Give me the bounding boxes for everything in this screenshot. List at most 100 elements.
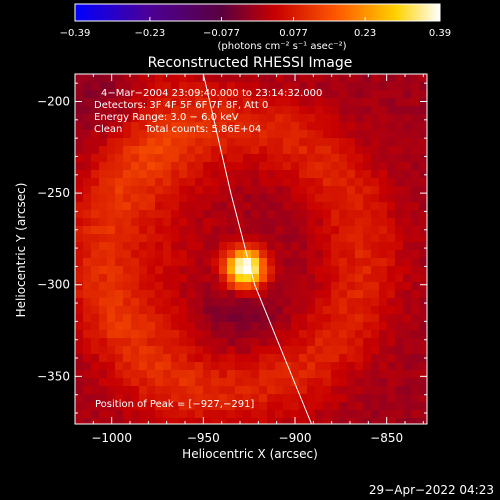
heatmap-cell (115, 218, 123, 226)
heatmap-cell (387, 162, 395, 170)
heatmap-cell (307, 226, 315, 234)
heatmap-cell (339, 258, 347, 266)
heatmap-cell (75, 82, 83, 90)
heatmap-cell (171, 154, 179, 162)
heatmap-cell (307, 362, 315, 370)
heatmap-cell (315, 194, 323, 202)
heatmap-cell (339, 98, 347, 106)
heatmap-cell (123, 410, 131, 418)
heatmap-cell (83, 162, 91, 170)
heatmap-cell (179, 282, 187, 290)
heatmap-cell (387, 394, 395, 402)
heatmap-cell (339, 186, 347, 194)
heatmap-cell (235, 98, 243, 106)
heatmap-cell (187, 74, 195, 82)
heatmap-cell (243, 346, 251, 354)
heatmap-cell (243, 354, 251, 362)
heatmap-cell (163, 346, 171, 354)
heatmap-cell (243, 386, 251, 394)
heatmap-cell (91, 386, 99, 394)
heatmap-cell (363, 322, 371, 330)
heatmap-cell (211, 258, 219, 266)
heatmap-cell (299, 122, 307, 130)
heatmap-cell (379, 98, 387, 106)
heatmap-cell (195, 394, 203, 402)
heatmap-cell (371, 314, 379, 322)
heatmap-cell (283, 338, 291, 346)
heatmap-cell (203, 162, 211, 170)
heatmap-cell (227, 186, 235, 194)
heatmap-cell (347, 146, 355, 154)
heatmap-cell (291, 146, 299, 154)
heatmap-cell (235, 394, 243, 402)
heatmap-cell (339, 410, 347, 418)
heatmap-cell (371, 114, 379, 122)
heatmap-cell (203, 210, 211, 218)
heatmap-cell (83, 178, 91, 186)
heatmap-cell (411, 402, 419, 410)
heatmap-cell (187, 354, 195, 362)
heatmap-cell (355, 322, 363, 330)
heatmap-cell (163, 194, 171, 202)
heatmap-cell (163, 98, 171, 106)
heatmap-cell (235, 210, 243, 218)
heatmap-cell (275, 202, 283, 210)
heatmap-cell (371, 402, 379, 410)
heatmap-cell (131, 378, 139, 386)
heatmap-cell (363, 162, 371, 170)
heatmap-cell (171, 138, 179, 146)
heatmap-cell (115, 106, 123, 114)
heatmap-cell (155, 290, 163, 298)
heatmap-cell (283, 258, 291, 266)
heatmap-cell (83, 146, 91, 154)
heatmap-cell (347, 186, 355, 194)
heatmap-cell (387, 138, 395, 146)
heatmap-cell (259, 138, 267, 146)
heatmap-cell (83, 122, 91, 130)
heatmap-cell (259, 410, 267, 418)
heatmap-cell (235, 82, 243, 90)
heatmap-cell (347, 378, 355, 386)
heatmap-cell (339, 138, 347, 146)
heatmap-cell (363, 98, 371, 106)
heatmap-cell (155, 418, 163, 424)
heatmap-cell (331, 322, 339, 330)
heatmap-cell (75, 298, 83, 306)
heatmap-cell (227, 338, 235, 346)
heatmap-cell (379, 354, 387, 362)
heatmap-cell (139, 242, 147, 250)
heatmap-cell (267, 378, 275, 386)
heatmap-cell (227, 82, 235, 90)
y-axis-label: Heliocentric Y (arcsec) (14, 183, 28, 318)
heatmap-cell (203, 378, 211, 386)
heatmap-cell (131, 258, 139, 266)
heatmap-cell (347, 330, 355, 338)
heatmap-cell (411, 162, 419, 170)
heatmap-cell (339, 114, 347, 122)
heatmap-cell (91, 394, 99, 402)
heatmap-cell (203, 330, 211, 338)
heatmap-cell (339, 354, 347, 362)
heatmap-cell (363, 114, 371, 122)
heatmap-cell (371, 282, 379, 290)
heatmap-cell (331, 314, 339, 322)
heatmap-cell (115, 250, 123, 258)
heatmap-cell (155, 242, 163, 250)
heatmap-cell (403, 226, 411, 234)
heatmap-cell (419, 266, 427, 274)
heatmap-cell (227, 194, 235, 202)
heatmap-cell (243, 106, 251, 114)
heatmap-cell (187, 338, 195, 346)
heatmap-cell (331, 418, 339, 424)
heatmap-cell (299, 170, 307, 178)
heatmap-cell (155, 194, 163, 202)
heatmap-cell (211, 146, 219, 154)
heatmap-cell (395, 202, 403, 210)
heatmap-cell (147, 98, 155, 106)
heatmap-cell (283, 274, 291, 282)
heatmap-cell (371, 170, 379, 178)
heatmap-cell (91, 210, 99, 218)
heatmap-cell (267, 74, 275, 82)
heatmap-cell (419, 386, 427, 394)
